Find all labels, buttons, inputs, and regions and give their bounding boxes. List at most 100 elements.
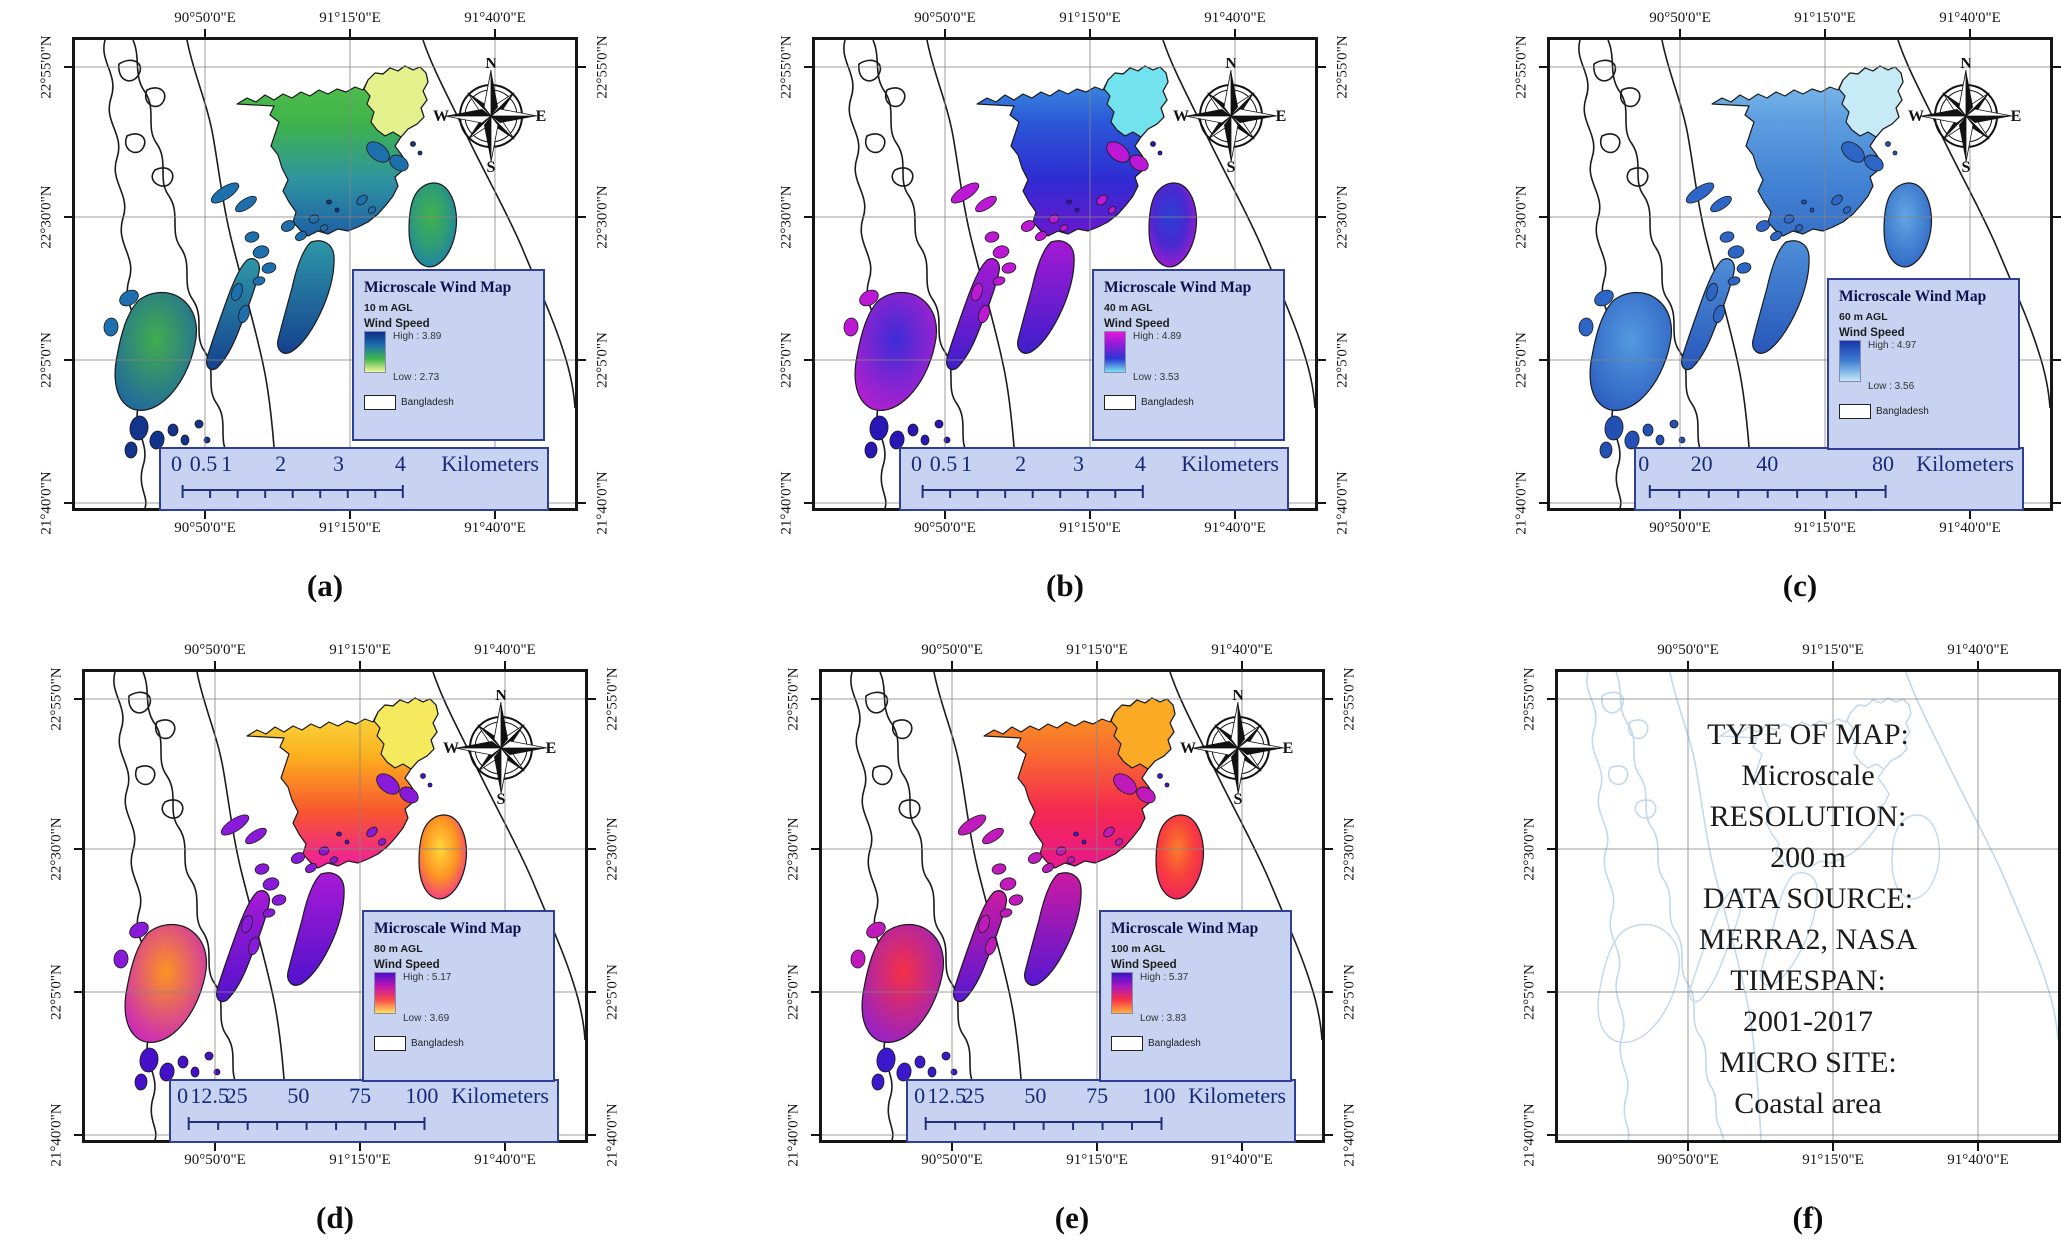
axis-tick <box>504 1143 506 1151</box>
metadata-line: 200 m <box>1770 841 1846 874</box>
small-island <box>914 1055 926 1069</box>
axis-tick <box>1318 502 1326 504</box>
lat-label-right: 21°40'0"N <box>1334 471 1351 535</box>
color-ramp <box>364 331 386 373</box>
small-island <box>982 827 1004 845</box>
crescent-island <box>1017 240 1075 354</box>
lat-label-right: 22°5'0"N <box>594 332 611 388</box>
lat-label-left: 22°5'0"N <box>785 964 802 1020</box>
small-island <box>1150 141 1156 147</box>
scale-number: 100 <box>405 1083 439 1108</box>
small-island <box>252 245 270 259</box>
lon-label-top: 91°40'0"E <box>474 642 536 658</box>
scale-number: 0 <box>170 451 182 476</box>
axis-tick <box>1318 216 1326 218</box>
axis-tick <box>944 29 946 37</box>
lon-label-top: 91°40'0"E <box>1204 10 1266 26</box>
axis-tick <box>588 848 596 850</box>
map-legend: Microscale Wind Map 40 m AGL Wind Speed Hig… <box>1092 269 1285 441</box>
small-island <box>235 195 257 213</box>
axis-tick <box>811 848 819 850</box>
legend-high-low: High : 5.37 Low : 3.83 <box>1133 972 1188 1024</box>
scale-number: 0 <box>177 1083 189 1108</box>
scale-number: 25 <box>225 1083 248 1108</box>
compass-letter: W <box>433 108 449 125</box>
scale-unit: Kilometers <box>451 1083 549 1108</box>
small-island <box>262 908 276 918</box>
coastline <box>865 691 889 714</box>
map-legend: Microscale Wind Map 10 m AGL Wind Speed Hig… <box>352 269 545 441</box>
small-island <box>245 827 267 845</box>
figure-panel-d: 90°50'0"E 90°50'0"E 91°15'0"E 91°15'0"E 91°4… <box>49 642 621 1235</box>
legend-low-value: Low : 3.56 <box>1868 381 1915 392</box>
lat-label-right: 22°30'0"N <box>1341 817 1358 881</box>
small-island <box>159 1062 175 1082</box>
axis-tick <box>2053 216 2061 218</box>
lon-label-top: 91°40'0"E <box>1947 642 2009 658</box>
axis-tick <box>804 216 812 218</box>
small-island <box>1727 245 1745 259</box>
small-island <box>280 220 296 232</box>
thin-island <box>206 258 260 371</box>
coastline <box>1897 40 2050 409</box>
map-canvas <box>1558 672 2058 1140</box>
legend-wind-speed-label: Wind Speed <box>1104 318 1170 330</box>
boundary-swatch-icon <box>1104 395 1136 410</box>
scale-number: 3 <box>333 451 345 476</box>
coastline <box>1661 40 1754 508</box>
small-island <box>149 430 165 450</box>
legend-title: Microscale Wind Map <box>364 279 512 296</box>
coastline <box>113 672 157 1140</box>
legend-ramp-row: High : 3.89 Low : 2.73 <box>364 331 533 383</box>
scale-unit: Kilometers <box>1916 451 2014 476</box>
axis-tick <box>1832 1143 1834 1151</box>
compass-letter: S <box>497 791 506 806</box>
panel-caption: (f) <box>1792 1200 1824 1235</box>
lat-label-left: 22°5'0"N <box>778 332 795 388</box>
lat-label-left: 22°55'0"N <box>785 667 802 731</box>
lon-label-top: 90°50'0"E <box>921 642 983 658</box>
legend-wind-speed-label: Wind Speed <box>1111 959 1177 971</box>
axis-tick <box>494 511 496 519</box>
lat-label-left: 22°30'0"N <box>778 185 795 249</box>
lon-label-top: 91°40'0"E <box>1211 642 1273 658</box>
compass-letter: E <box>2011 108 2022 125</box>
lat-label-left: 22°5'0"N <box>38 332 55 388</box>
small-island <box>241 914 253 934</box>
compass-letter: S <box>1227 159 1236 174</box>
axis-tick <box>1234 29 1236 37</box>
coastline <box>1615 672 1725 1140</box>
axis-tick <box>578 66 586 68</box>
small-island <box>167 423 179 437</box>
metadata-line: MICRO SITE: <box>1719 1046 1897 1079</box>
compass-rose-icon: N E S W <box>1180 690 1293 806</box>
legend-boundary-label: Bangladesh <box>411 1038 464 1049</box>
small-island <box>1755 220 1771 232</box>
coastline <box>1586 672 1630 1140</box>
southwest-island <box>1589 291 1673 411</box>
coastline <box>132 40 242 508</box>
legend-height-agl: 60 m AGL <box>1839 311 1888 323</box>
small-island <box>934 419 944 429</box>
small-island <box>864 441 878 459</box>
axis-tick <box>74 1134 82 1136</box>
legend-boundary-row: Bangladesh <box>374 1036 543 1051</box>
lon-label-bottom: 91°40'0"E <box>464 520 526 536</box>
scale-number: 20 <box>1690 451 1713 476</box>
panel-caption: (c) <box>1782 568 1818 603</box>
small-island <box>991 863 1007 875</box>
scale-unit: Kilometers <box>441 451 539 476</box>
axis-tick <box>1547 698 1555 700</box>
small-island <box>1770 231 1782 241</box>
scale-number: 1 <box>961 451 973 476</box>
small-island <box>113 949 129 969</box>
compass-letter: S <box>487 159 496 174</box>
legend-wind-speed-label: Wind Speed <box>1839 327 1905 339</box>
legend-boundary-label: Bangladesh <box>1141 397 1194 408</box>
small-island <box>1001 262 1017 274</box>
small-island <box>859 289 879 307</box>
legend-ramp-row: High : 5.17 Low : 3.69 <box>374 972 543 1024</box>
coastline <box>858 59 882 82</box>
axis-tick <box>214 1143 216 1151</box>
panel-caption: (b) <box>1046 568 1084 603</box>
